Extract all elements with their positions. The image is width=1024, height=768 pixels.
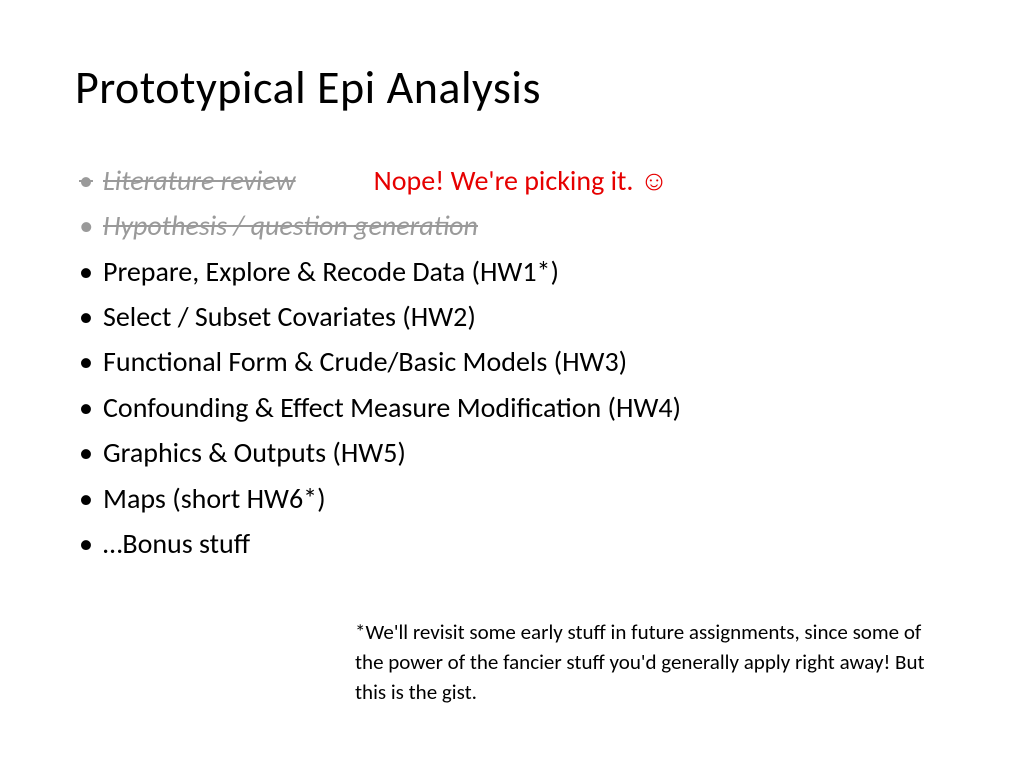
bullet-text-struck: Literature review xyxy=(103,158,296,203)
bullet-item-select: Select / Subset Covariates (HW2) xyxy=(75,294,949,339)
bullet-item-graphics: Graphics & Outputs (HW5) xyxy=(75,430,949,475)
bullet-item-confounding: Confounding & Effect Measure Modificatio… xyxy=(75,385,949,430)
footnote-text: *We'll revisit some early stuff in futur… xyxy=(355,618,945,707)
bullet-list: Literature review Nope! We're picking it… xyxy=(75,158,949,566)
bullet-item-literature: Literature review Nope! We're picking it… xyxy=(75,158,949,203)
slide-title: Prototypical Epi Analysis xyxy=(75,60,949,116)
smiley-icon: ☺ xyxy=(640,163,669,198)
bullet-item-functional: Functional Form & Crude/Basic Models (HW… xyxy=(75,339,949,384)
slide-container: Prototypical Epi Analysis Literature rev… xyxy=(0,0,1024,606)
annotation-text: Nope! We're picking it. ☺ xyxy=(374,158,669,203)
bullet-item-maps: Maps (short HW6*) xyxy=(75,476,949,521)
bullet-item-hypothesis: Hypothesis / question generation xyxy=(75,203,949,248)
bullet-item-bonus: …Bonus stuff xyxy=(75,521,949,566)
bullet-item-prepare: Prepare, Explore & Recode Data (HW1*) xyxy=(75,249,949,294)
